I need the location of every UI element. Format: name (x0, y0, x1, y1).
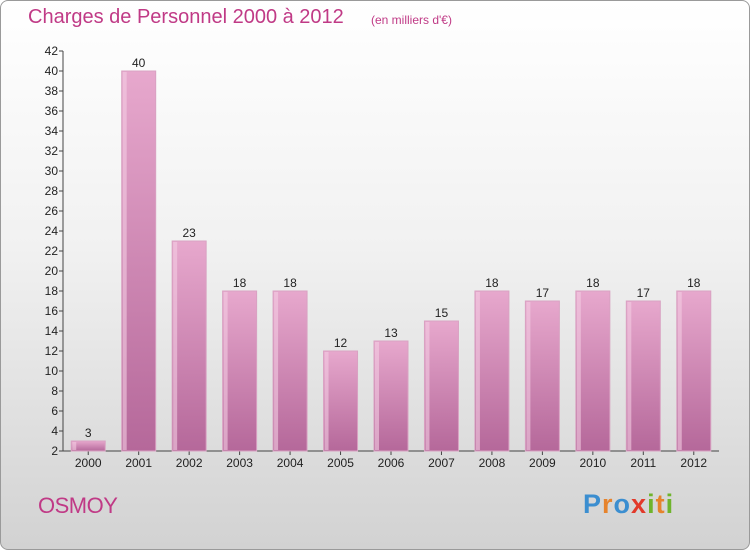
bar-highlight (122, 72, 127, 450)
chart-unit: (en milliers d'€) (371, 13, 452, 27)
y-tick-label: 10 (45, 364, 59, 378)
bar (70, 440, 106, 452)
bar (323, 350, 359, 452)
y-tick-label: 26 (45, 204, 59, 218)
bar-highlight (677, 292, 682, 450)
value-label: 17 (536, 286, 550, 300)
value-label: 18 (233, 276, 247, 290)
logo-letter: P (583, 489, 603, 519)
x-tick-label: 2007 (428, 456, 455, 470)
x-tick-label: 2006 (378, 456, 405, 470)
bar (423, 320, 459, 452)
bar (474, 290, 510, 452)
y-tick-label: 20 (45, 264, 59, 278)
y-tick-label: 42 (45, 44, 59, 58)
bar-highlight (425, 322, 430, 450)
y-tick-label: 6 (51, 404, 58, 418)
y-tick-label: 28 (45, 184, 59, 198)
y-tick-label: 2 (51, 444, 58, 458)
y-tick-label: 36 (45, 104, 59, 118)
x-tick-label: 2011 (630, 456, 656, 470)
logo-letter: i (665, 489, 675, 519)
y-tick-label: 4 (51, 424, 58, 438)
bar-highlight (223, 292, 228, 450)
y-tick-label: 24 (45, 224, 59, 238)
x-tick-label: 2003 (226, 456, 253, 470)
y-tick-label: 18 (45, 284, 59, 298)
bar (121, 70, 157, 452)
bar-highlight (274, 292, 279, 450)
value-label: 12 (334, 336, 348, 350)
x-tick-label: 2005 (327, 456, 354, 470)
y-tick-label: 30 (45, 164, 59, 178)
chart-value-labels: 3 40 23 18 18 12 13 15 18 17 18 17 18 (85, 56, 701, 440)
x-tick-label: 2004 (277, 456, 304, 470)
chart-bars (70, 70, 712, 452)
x-tick-label: 2010 (579, 456, 606, 470)
y-tick-label: 12 (45, 344, 59, 358)
bar (575, 290, 611, 452)
bar-highlight (475, 292, 480, 450)
value-label: 23 (182, 226, 196, 240)
bar-highlight (72, 442, 77, 450)
bar (373, 340, 409, 452)
value-label: 18 (687, 276, 701, 290)
y-tick-label: 16 (45, 304, 59, 318)
value-label: 18 (485, 276, 499, 290)
logo-letter: x (631, 489, 648, 519)
value-label: 18 (586, 276, 600, 290)
bar-highlight (173, 242, 178, 450)
y-tick-label: 14 (45, 324, 59, 338)
x-tick-label: 2000 (75, 456, 102, 470)
bar-highlight (627, 302, 632, 450)
value-label: 3 (85, 426, 92, 440)
commune-name: OSMOY (38, 493, 118, 518)
bar (171, 240, 207, 452)
value-label: 18 (283, 276, 297, 290)
x-tick-label: 2001 (125, 456, 152, 470)
bar-highlight (324, 352, 329, 450)
y-tick-label: 22 (45, 244, 59, 258)
logo-letter: o (613, 489, 632, 519)
logo-letter: r (602, 489, 614, 519)
x-tick-label: 2009 (529, 456, 556, 470)
proxiti-logo: Proxiti (583, 489, 674, 520)
y-tick-label: 32 (45, 144, 59, 158)
y-tick-label: 8 (51, 384, 58, 398)
logo-letter: t (655, 489, 666, 519)
logo-letter: i (647, 489, 656, 519)
chart-title: Charges de Personnel 2000 à 2012 (28, 6, 344, 28)
bar (676, 290, 712, 452)
x-tick-label: 2008 (479, 456, 506, 470)
bar (625, 300, 661, 452)
x-tick-label: 2012 (680, 456, 707, 470)
value-label: 15 (435, 306, 449, 320)
bar-highlight (576, 292, 581, 450)
value-label: 13 (384, 326, 398, 340)
x-tick-label: 2002 (176, 456, 203, 470)
bar (524, 300, 560, 452)
bar (272, 290, 308, 452)
value-label: 40 (132, 56, 146, 70)
y-tick-label: 34 (45, 124, 59, 138)
bar-highlight (375, 342, 379, 450)
value-label: 17 (637, 286, 651, 300)
y-tick-label: 38 (45, 84, 59, 98)
bar (222, 290, 258, 452)
bar-highlight (526, 302, 531, 450)
y-tick-label: 40 (45, 64, 59, 78)
